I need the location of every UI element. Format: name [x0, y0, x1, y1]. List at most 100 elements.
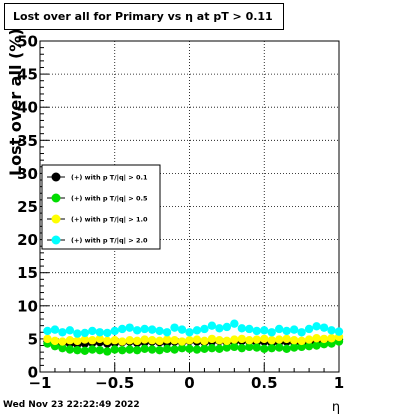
data-point-series-3 [267, 336, 276, 345]
y-tick-label: 45 [17, 66, 38, 84]
legend-marker [51, 235, 61, 245]
legend-marker [51, 214, 61, 224]
data-point-series-4 [110, 326, 119, 336]
data-point-series-3 [222, 336, 232, 346]
data-point-series-2 [118, 345, 127, 355]
x-tick-labels: −1 −0.5 0 0.5 1 [28, 374, 344, 392]
data-point-series-3 [177, 337, 187, 346]
data-point-series-3 [252, 335, 261, 344]
legend-label: (+) with p T/|q| > 0.5 [71, 195, 148, 204]
data-point-series-2 [260, 344, 269, 354]
data-point-series-2 [162, 344, 172, 354]
y-tick-label: 20 [17, 231, 38, 249]
data-point-series-4 [275, 324, 284, 334]
data-point-series-3 [237, 334, 247, 344]
data-point-series-2 [282, 344, 291, 354]
data-point-series-2 [170, 345, 179, 354]
data-point-series-2 [140, 344, 149, 354]
data-point-series-2 [185, 344, 194, 354]
legend-box [41, 164, 161, 250]
data-point-series-2 [222, 343, 232, 352]
x-tick-label: −0.5 [95, 374, 134, 392]
data-point-series-3 [282, 334, 291, 344]
x-axis-label: η [332, 400, 340, 414]
data-point-series-4 [162, 328, 172, 337]
data-point-series-2 [58, 343, 67, 353]
data-point-series-4 [222, 322, 232, 332]
data-point-series-3 [162, 335, 172, 344]
data-point-series-4 [245, 324, 254, 334]
data-point-series-3 [207, 334, 217, 344]
data-point-series-4 [312, 322, 321, 331]
legend: (+) with p T/|q| > 0.1 (+) with p T/|q| >… [41, 164, 161, 250]
data-point-series-4 [155, 326, 164, 336]
data-point-series-2 [230, 342, 239, 352]
data-point-series-3 [304, 335, 314, 344]
data-point-series-4 [147, 325, 157, 334]
data-point-series-2 [103, 347, 112, 356]
x-tick-label: 0 [184, 374, 194, 392]
data-point-series-3 [125, 336, 134, 345]
data-point-series-2 [192, 345, 202, 354]
data-point-series-4 [185, 328, 194, 337]
data-point-series-3 [58, 337, 67, 346]
data-point-series-3 [170, 336, 179, 345]
data-point-series-4 [192, 326, 202, 335]
data-point-series-3 [319, 334, 329, 344]
data-point-series-3 [88, 336, 97, 345]
footer-date: Wed Nov 23 22:22:49 2022 [3, 400, 140, 410]
data-point-series-4 [289, 325, 299, 334]
data-point-series-4 [230, 319, 239, 328]
data-point-series-4 [200, 324, 209, 334]
legend-label: (+) with p T/|q| > 1.0 [71, 216, 148, 225]
y-tick-label: 40 [17, 99, 38, 117]
legend-label: (+) with p T/|q| > 2.0 [71, 237, 148, 246]
data-point-series-4 [65, 326, 75, 335]
data-point-series-3 [297, 336, 306, 346]
data-point-series-3 [185, 336, 194, 345]
data-point-series-2 [207, 343, 217, 353]
data-point-series-2 [312, 341, 321, 350]
data-point-series-4 [260, 326, 269, 335]
data-point-series-2 [304, 341, 314, 351]
data-point-series-2 [73, 345, 82, 355]
data-point-series-2 [95, 345, 105, 355]
data-point-series-3 [103, 336, 112, 346]
data-point-series-4 [170, 323, 179, 332]
data-point-series-4 [103, 328, 112, 338]
data-point-series-2 [177, 343, 187, 353]
data-point-series-4 [334, 327, 344, 336]
data-point-series-4 [58, 328, 67, 337]
y-tick-label: 30 [17, 165, 38, 183]
x-tick-label: 0.5 [251, 374, 278, 392]
data-point-series-4 [73, 329, 82, 338]
data-point-series-2 [200, 344, 209, 354]
data-point-series-2 [155, 345, 164, 355]
data-point-series-3 [200, 336, 209, 346]
data-point-series-4 [132, 326, 142, 335]
data-point-series-4 [319, 323, 329, 332]
y-tick-label: 0 [28, 364, 38, 382]
data-point-series-2 [125, 345, 134, 354]
data-point-series-3 [140, 335, 149, 344]
data-point-series-3 [312, 334, 321, 343]
data-point-series-3 [43, 334, 52, 344]
data-point-series-4 [297, 328, 306, 337]
data-point-series-4 [267, 328, 276, 337]
data-point-series-3 [132, 336, 142, 346]
data-point-series-3 [155, 336, 164, 346]
data-point-series-3 [230, 335, 239, 344]
data-point-series-2 [289, 343, 299, 352]
legend-marker [51, 172, 61, 182]
data-point-series-4 [43, 326, 52, 336]
data-point-series-4 [252, 326, 261, 336]
data-point-series-3 [50, 336, 60, 346]
data-point-series-4 [215, 324, 224, 333]
data-point-series-3 [118, 337, 127, 346]
y-tick-label: 35 [17, 132, 38, 150]
data-point-series-2 [237, 343, 247, 353]
x-tick-label: −1 [28, 374, 51, 392]
data-point-series-3 [215, 336, 224, 345]
data-point-series-3 [80, 335, 90, 344]
data-point-series-2 [80, 346, 90, 356]
